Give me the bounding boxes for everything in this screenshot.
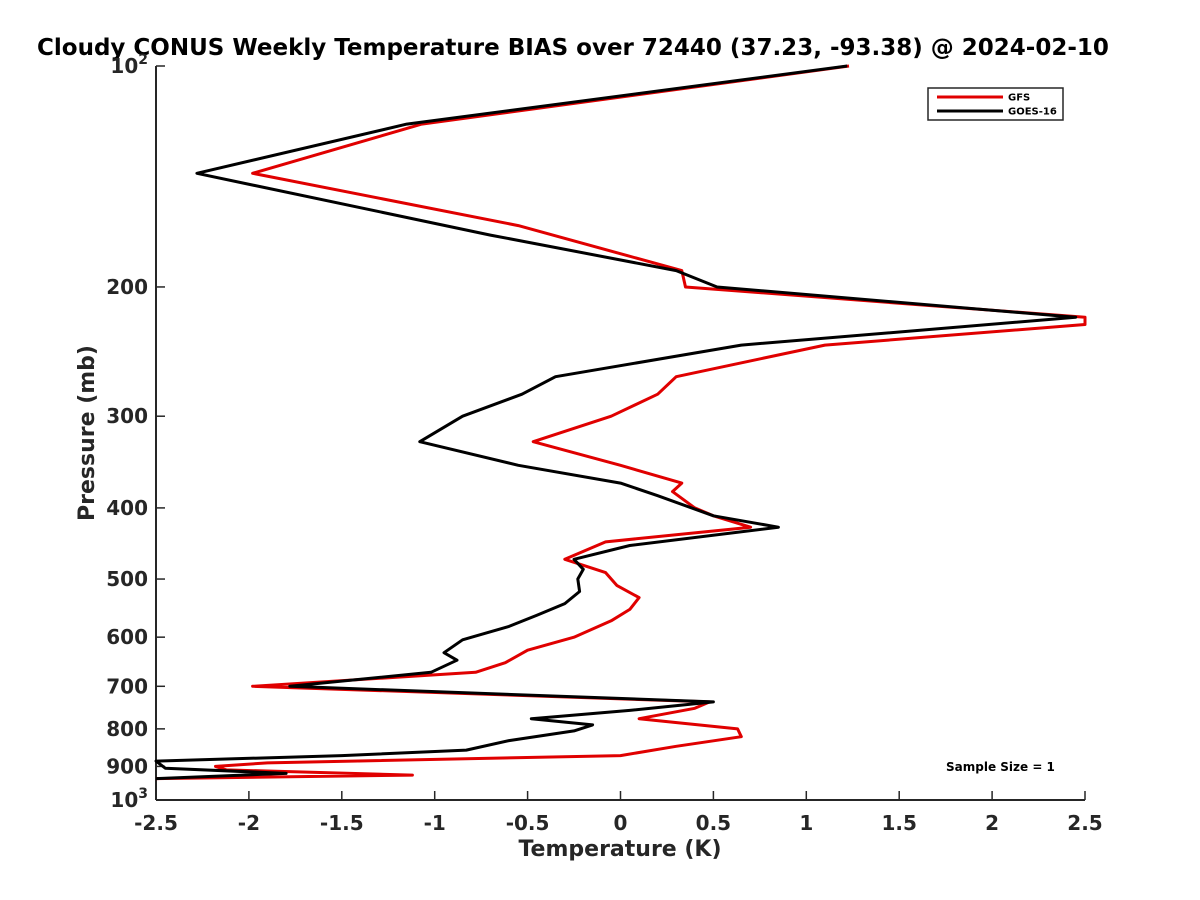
y-tick-label: 700 bbox=[106, 674, 148, 698]
y-tick-label: 500 bbox=[106, 567, 148, 591]
x-axis-label: Temperature (K) bbox=[518, 837, 721, 862]
y-tick-label: 102 bbox=[110, 52, 148, 78]
y-tick-label: 600 bbox=[106, 625, 148, 649]
x-tick-label: -1.5 bbox=[320, 811, 364, 835]
x-tick-label: 0.5 bbox=[696, 811, 731, 835]
legend-label-goes-16: GOES-16 bbox=[1008, 107, 1057, 118]
series-line-goes-16 bbox=[154, 64, 1078, 781]
x-tick-label: 2.5 bbox=[1067, 811, 1102, 835]
y-tick-label: 103 bbox=[110, 786, 148, 812]
chart-title: Cloudy CONUS Weekly Temperature BIAS ove… bbox=[37, 35, 1109, 61]
series-layer bbox=[154, 64, 1087, 781]
y-tick-label: 200 bbox=[106, 275, 148, 299]
x-tick-label: -1 bbox=[424, 811, 446, 835]
y-tick-label: 300 bbox=[106, 404, 148, 428]
x-tick-label: -0.5 bbox=[506, 811, 550, 835]
legend-label-gfs: GFS bbox=[1008, 93, 1030, 104]
legend: GFS GOES-16 bbox=[927, 87, 1064, 121]
x-tick-label: -2.5 bbox=[134, 811, 178, 835]
x-tick-label: 1.5 bbox=[881, 811, 916, 835]
x-tick-label: 0 bbox=[614, 811, 628, 835]
x-tick-label: 1 bbox=[799, 811, 813, 835]
y-axis-label: Pressure (mb) bbox=[75, 345, 100, 521]
y-tick-label: 400 bbox=[106, 496, 148, 520]
x-tick-label: -2 bbox=[238, 811, 260, 835]
plot-axes: -2.5 -2 -1.5 -1 -0.5 0 0.5 1 1.5 2 2.5 102 200 300 400… bbox=[106, 52, 1102, 835]
sample-size-annotation: Sample Size = 1 bbox=[946, 760, 1055, 774]
series-line-gfs bbox=[155, 64, 1087, 781]
y-tick-label: 900 bbox=[106, 754, 148, 778]
x-tick-label: 2 bbox=[985, 811, 999, 835]
y-tick-label: 800 bbox=[106, 717, 148, 741]
legend-box bbox=[927, 87, 1064, 121]
